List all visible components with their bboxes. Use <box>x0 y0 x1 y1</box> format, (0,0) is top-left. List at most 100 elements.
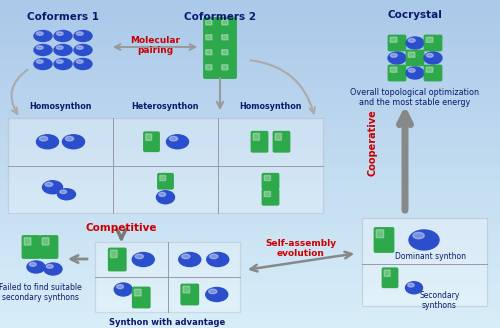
Ellipse shape <box>76 32 83 35</box>
Bar <box>0 33 500 39</box>
Bar <box>0 126 500 132</box>
FancyBboxPatch shape <box>426 67 433 72</box>
Bar <box>0 22 500 28</box>
Bar <box>0 257 500 263</box>
FancyBboxPatch shape <box>183 286 190 293</box>
Bar <box>0 240 500 247</box>
Bar <box>8 118 323 213</box>
Ellipse shape <box>54 45 72 55</box>
FancyBboxPatch shape <box>220 63 236 78</box>
Ellipse shape <box>36 135 59 149</box>
Ellipse shape <box>166 135 188 149</box>
Text: Cocrystal: Cocrystal <box>388 10 442 20</box>
Bar <box>0 219 500 225</box>
Ellipse shape <box>74 31 92 42</box>
Ellipse shape <box>406 282 422 294</box>
FancyBboxPatch shape <box>181 284 198 305</box>
Ellipse shape <box>27 261 45 273</box>
Bar <box>0 66 500 72</box>
Bar <box>0 230 500 236</box>
FancyBboxPatch shape <box>222 65 228 70</box>
FancyBboxPatch shape <box>388 35 406 51</box>
FancyBboxPatch shape <box>206 20 212 25</box>
Bar <box>0 137 500 143</box>
Bar <box>0 164 500 171</box>
Ellipse shape <box>135 254 143 259</box>
FancyBboxPatch shape <box>424 35 442 51</box>
FancyBboxPatch shape <box>134 289 141 296</box>
Bar <box>0 170 500 176</box>
Ellipse shape <box>424 52 442 64</box>
FancyBboxPatch shape <box>220 33 236 48</box>
FancyArrowPatch shape <box>12 70 28 114</box>
Ellipse shape <box>159 192 166 196</box>
FancyBboxPatch shape <box>204 18 220 33</box>
Ellipse shape <box>36 60 43 63</box>
Bar <box>0 213 500 220</box>
FancyBboxPatch shape <box>374 228 394 252</box>
Bar <box>0 109 500 116</box>
Bar <box>0 290 500 296</box>
FancyBboxPatch shape <box>406 50 424 66</box>
FancyBboxPatch shape <box>22 236 40 258</box>
Text: Overall topological optimization
and the most stable energy: Overall topological optimization and the… <box>350 88 480 107</box>
FancyBboxPatch shape <box>264 175 270 181</box>
FancyBboxPatch shape <box>376 230 384 238</box>
Bar <box>0 262 500 269</box>
Bar <box>0 273 500 280</box>
Ellipse shape <box>30 262 36 266</box>
Bar <box>0 202 500 209</box>
Bar <box>0 322 500 328</box>
Bar <box>0 284 500 291</box>
Ellipse shape <box>74 58 92 70</box>
Ellipse shape <box>426 53 433 57</box>
Ellipse shape <box>406 37 424 49</box>
FancyBboxPatch shape <box>388 65 406 81</box>
FancyBboxPatch shape <box>24 238 31 245</box>
Bar <box>0 158 500 165</box>
Bar <box>0 120 500 127</box>
Ellipse shape <box>210 254 218 259</box>
Bar <box>0 306 500 313</box>
Ellipse shape <box>54 58 72 70</box>
Bar <box>0 180 500 187</box>
Text: Secondary
synthons: Secondary synthons <box>420 291 460 311</box>
FancyBboxPatch shape <box>146 134 152 140</box>
Bar <box>0 224 500 231</box>
Bar <box>0 115 500 121</box>
Bar <box>0 312 500 318</box>
Text: Dominant synthon: Dominant synthon <box>395 252 466 261</box>
Bar <box>0 186 500 192</box>
Text: Synthon with advantage
on energy and topological: Synthon with advantage on energy and top… <box>106 318 230 328</box>
Ellipse shape <box>413 232 424 239</box>
Ellipse shape <box>179 253 201 266</box>
Bar <box>0 153 500 159</box>
Ellipse shape <box>76 60 83 63</box>
Text: Competitive: Competitive <box>86 223 157 233</box>
FancyBboxPatch shape <box>40 236 58 258</box>
Ellipse shape <box>114 283 132 296</box>
Bar <box>0 76 500 83</box>
Ellipse shape <box>54 31 72 42</box>
FancyBboxPatch shape <box>252 132 268 152</box>
Ellipse shape <box>390 53 397 57</box>
Ellipse shape <box>40 136 48 141</box>
Ellipse shape <box>34 31 52 42</box>
Bar <box>0 142 500 149</box>
FancyBboxPatch shape <box>384 270 390 277</box>
FancyBboxPatch shape <box>222 50 228 55</box>
Bar <box>0 0 500 7</box>
FancyBboxPatch shape <box>274 132 289 152</box>
Ellipse shape <box>44 263 62 275</box>
Ellipse shape <box>408 69 415 72</box>
Ellipse shape <box>36 46 43 49</box>
Ellipse shape <box>132 253 154 266</box>
Ellipse shape <box>74 45 92 55</box>
Ellipse shape <box>56 60 63 63</box>
Bar <box>362 218 487 306</box>
FancyBboxPatch shape <box>206 35 212 40</box>
FancyBboxPatch shape <box>206 50 212 55</box>
FancyBboxPatch shape <box>158 174 173 189</box>
FancyBboxPatch shape <box>144 132 159 152</box>
FancyBboxPatch shape <box>204 48 220 63</box>
